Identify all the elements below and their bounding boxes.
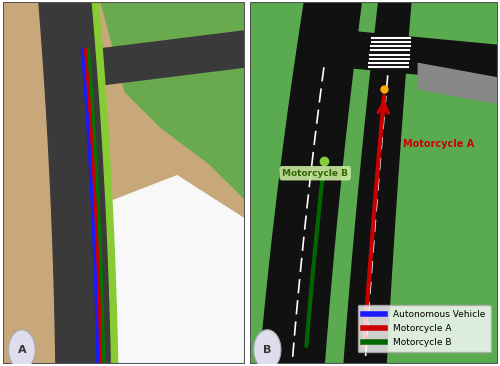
Circle shape [8,330,35,366]
Polygon shape [100,31,245,85]
Polygon shape [344,2,411,364]
Text: Motorcycle B: Motorcycle B [282,169,348,178]
Circle shape [254,330,281,366]
Polygon shape [112,176,245,364]
Legend: Autonomous Vehicle, Motorcycle A, Motorcycle B: Autonomous Vehicle, Motorcycle A, Motorc… [358,305,490,352]
Text: Motorcycle A: Motorcycle A [404,139,474,149]
Polygon shape [39,2,112,364]
Polygon shape [92,2,118,364]
Text: B: B [263,345,272,355]
Polygon shape [418,63,498,103]
Polygon shape [260,2,362,364]
Text: A: A [18,345,26,355]
Polygon shape [2,2,245,364]
Polygon shape [344,31,498,82]
